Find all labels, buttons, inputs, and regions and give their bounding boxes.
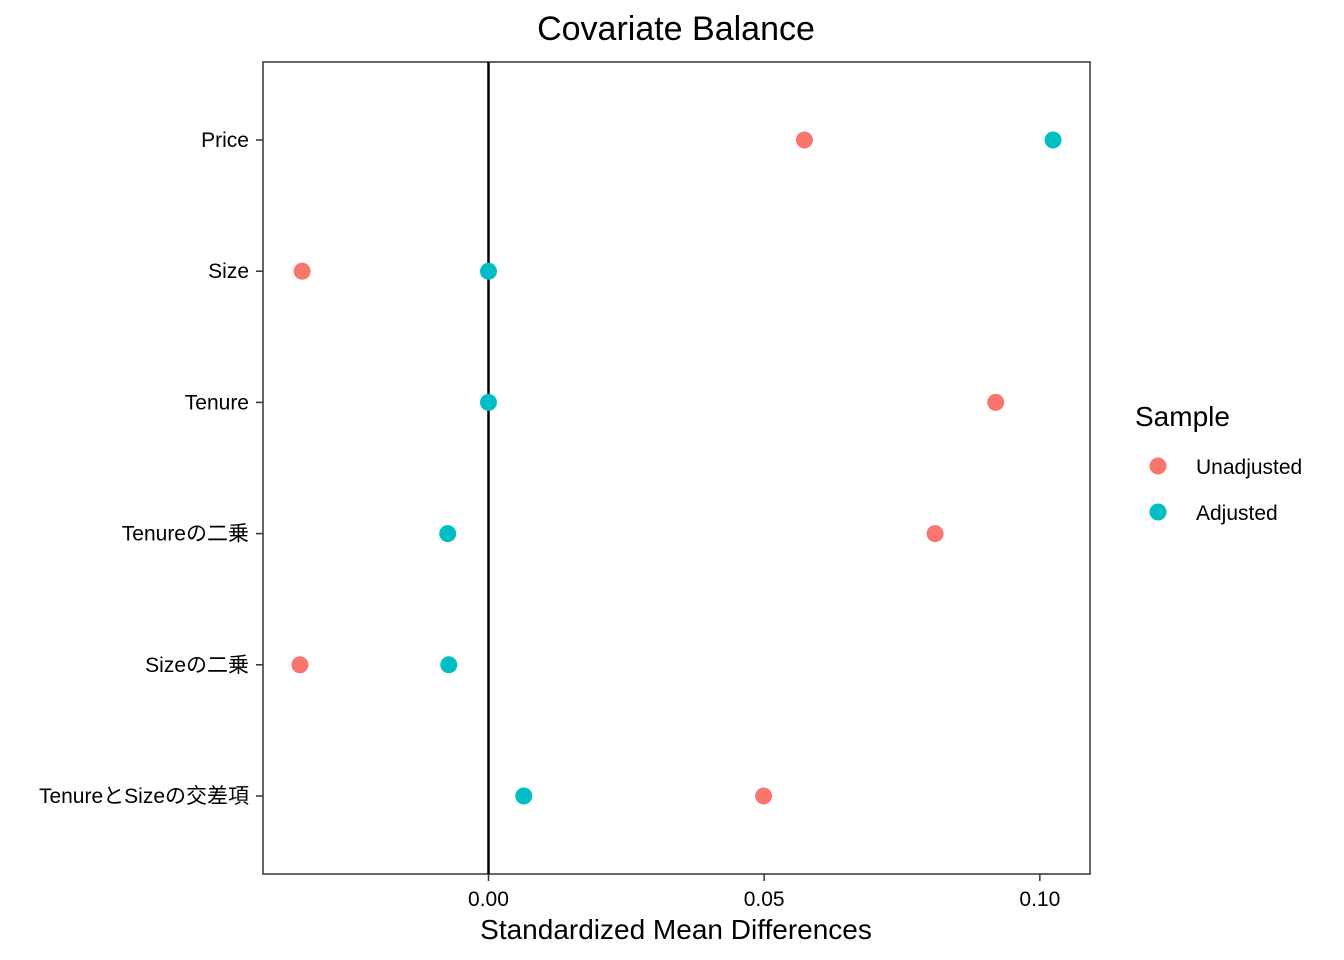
x-axis-title: Standardized Mean Differences	[480, 914, 872, 945]
point-unadjusted	[291, 656, 309, 674]
y-tick-label: Tenureの二乗	[122, 523, 249, 546]
legend: Sample Unadjusted Adjusted	[1135, 401, 1302, 525]
data-points	[291, 131, 1062, 805]
point-unadjusted	[795, 131, 813, 149]
point-adjusted	[479, 393, 497, 411]
point-unadjusted	[926, 525, 944, 543]
point-unadjusted	[755, 787, 773, 805]
point-adjusted	[479, 262, 497, 280]
y-tick-label: Size	[208, 260, 249, 283]
x-tick-label: 0.00	[468, 888, 509, 911]
y-axis: Price Size Tenure Tenureの二乗 Sizeの二乗 TenureとSi…	[39, 129, 263, 808]
point-adjusted	[515, 787, 533, 805]
y-tick-label: Tenure	[185, 391, 249, 414]
y-tick-label: Price	[201, 129, 249, 152]
x-tick-label: 0.05	[744, 888, 785, 911]
point-unadjusted	[293, 262, 311, 280]
legend-label: Unadjusted	[1196, 456, 1302, 479]
legend-label: Adjusted	[1196, 502, 1278, 525]
legend-title: Sample	[1135, 401, 1230, 432]
legend-key-adjusted	[1149, 503, 1167, 521]
point-adjusted	[1044, 131, 1062, 149]
chart-title: Covariate Balance	[537, 10, 815, 48]
y-tick-label: TenureとSizeの交差項	[39, 785, 249, 808]
x-axis: 0.00 0.05 0.10	[468, 874, 1060, 911]
x-tick-label: 0.10	[1019, 888, 1060, 911]
point-adjusted	[439, 525, 457, 543]
point-unadjusted	[987, 393, 1005, 411]
legend-key-unadjusted	[1149, 457, 1167, 475]
point-adjusted	[440, 656, 458, 674]
plot-panel	[262, 61, 1091, 875]
y-tick-label: Sizeの二乗	[145, 654, 249, 677]
